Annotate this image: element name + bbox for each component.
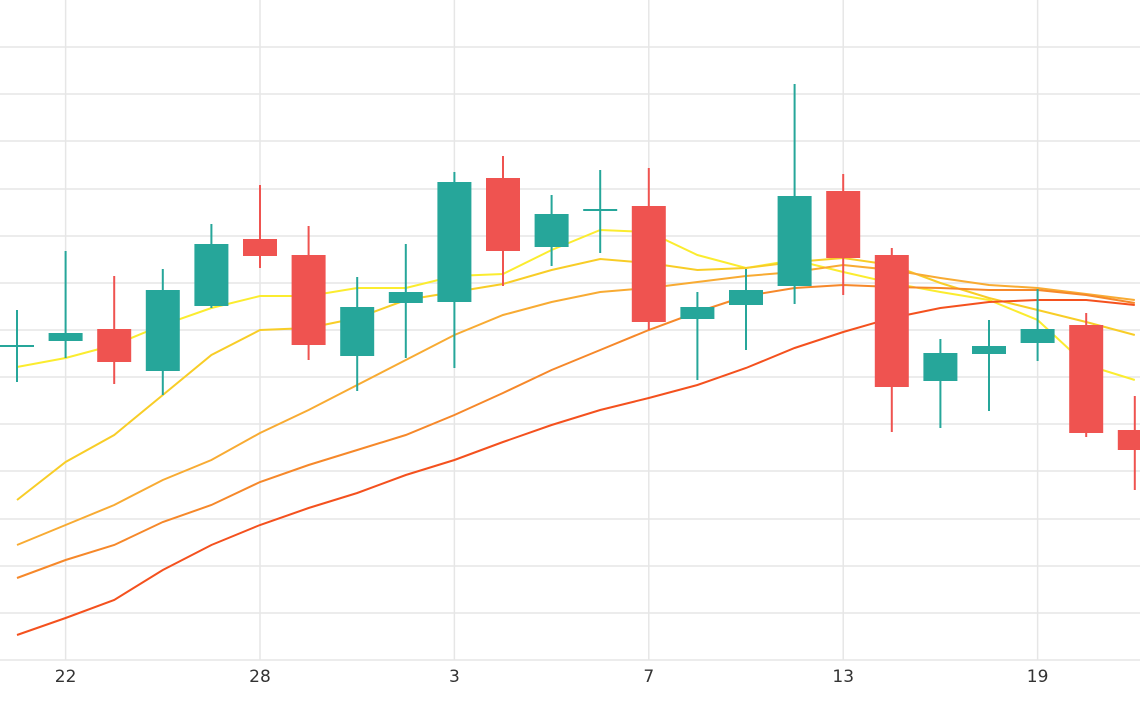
candle-body bbox=[1020, 329, 1055, 343]
candle-body bbox=[388, 292, 423, 303]
candle-body bbox=[1069, 325, 1104, 433]
candle-body bbox=[486, 178, 520, 251]
x-tick-label: 3 bbox=[449, 667, 460, 687]
candle-body bbox=[826, 191, 861, 258]
candle-body bbox=[972, 346, 1006, 354]
candle-body bbox=[583, 209, 618, 211]
candle-body bbox=[680, 307, 715, 319]
candle-body bbox=[0, 345, 34, 347]
candle-body bbox=[874, 255, 909, 387]
x-tick-label: 13 bbox=[832, 667, 854, 687]
moving-average-line bbox=[16, 263, 1135, 546]
candle-body bbox=[534, 214, 569, 247]
candle-body bbox=[145, 290, 180, 371]
candle-body bbox=[97, 329, 132, 362]
candle-body bbox=[194, 244, 229, 306]
candle-body bbox=[923, 353, 958, 381]
x-tick-label: 7 bbox=[643, 667, 654, 687]
x-tick-label: 19 bbox=[1027, 667, 1049, 687]
moving-average-line bbox=[16, 228, 1136, 381]
x-tick-label: 28 bbox=[249, 667, 271, 687]
candle-body bbox=[631, 206, 666, 322]
candle-body bbox=[291, 255, 326, 345]
moving-average-line bbox=[16, 299, 1135, 636]
moving-average-line bbox=[16, 256, 1136, 501]
candle-body bbox=[437, 182, 472, 302]
candle-body bbox=[729, 290, 763, 305]
x-tick-label: 22 bbox=[55, 667, 77, 687]
candle-body bbox=[1117, 430, 1140, 450]
candle-body bbox=[340, 307, 375, 356]
candle-body bbox=[243, 239, 277, 256]
candle-body bbox=[777, 196, 812, 286]
moving-average-line bbox=[16, 283, 1135, 579]
candle-body bbox=[48, 333, 83, 341]
